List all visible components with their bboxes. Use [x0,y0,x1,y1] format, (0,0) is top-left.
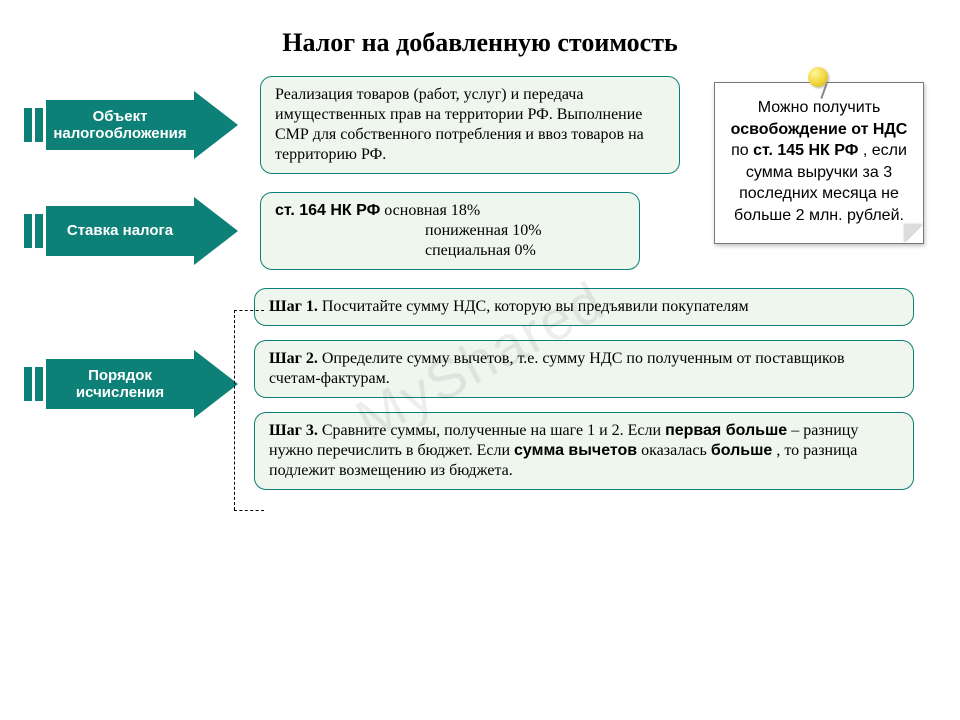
arrow-tick [35,214,43,248]
dash-connector [234,510,264,511]
arrow-head-icon [194,197,238,265]
step3-bold1: первая больше [665,422,787,439]
arrow-rate: Ставка налога [24,197,254,265]
exemption-note: Можно получить освобождение от НДС по ст… [714,82,924,244]
row-procedure: Порядок исчисления Шаг 1. Посчитайте сум… [0,288,960,490]
step2-text: Определите сумму вычетов, т.е. сумму НДС… [269,350,845,387]
step3-mid2: оказалась [641,442,711,459]
box-rate: ст. 164 НК РФ основная 18% пониженная 10… [260,192,640,270]
step3-label: Шаг 3. [269,422,318,439]
arrow-object: Объект налогообложения [24,91,254,159]
arrow-tick [35,108,43,142]
arrow-tick [24,367,32,401]
step3-bold2: сумма вычетов [514,442,637,459]
step3-bold3: больше [711,442,773,459]
arrow-label-object: Объект налогообложения [46,100,194,150]
arrow-tick [35,367,43,401]
step3-prefix: Сравните суммы, полученные на шаге 1 и 2… [322,422,665,439]
dash-connector [234,310,264,311]
step1-label: Шаг 1. [269,298,318,315]
note-line2: освобождение от НДС [731,121,908,138]
arrow-tick [24,214,32,248]
rate-line3: специальная 0% [275,241,536,261]
dash-connector [234,310,235,510]
arrow-label-procedure: Порядок исчисления [46,359,194,409]
step-1: Шаг 1. Посчитайте сумму НДС, которую вы … [254,288,914,326]
box-object: Реализация товаров (работ, услуг) и пере… [260,76,680,174]
note-line3a: по [731,142,753,159]
step-3: Шаг 3. Сравните суммы, полученные на шаг… [254,412,914,490]
step2-label: Шаг 2. [269,350,318,367]
arrow-procedure: Порядок исчисления [24,350,254,418]
rate-line2: пониженная 10% [275,221,542,241]
rate-article: ст. 164 НК РФ [275,202,380,219]
pin-icon [808,67,830,89]
note-line1: Можно получить [758,99,881,116]
rate-line1: основная 18% [384,202,480,219]
note-article: ст. 145 НК РФ [753,142,858,159]
arrow-tick [24,108,32,142]
arrow-label-rate: Ставка налога [46,206,194,256]
page-title: Налог на добавленную стоимость [0,0,960,76]
arrow-head-icon [194,350,238,418]
steps-column: Шаг 1. Посчитайте сумму НДС, которую вы … [254,288,914,490]
step1-text: Посчитайте сумму НДС, которую вы предъяв… [322,298,749,315]
step-2: Шаг 2. Определите сумму вычетов, т.е. су… [254,340,914,398]
arrow-head-icon [194,91,238,159]
note-fold-icon [905,225,923,243]
